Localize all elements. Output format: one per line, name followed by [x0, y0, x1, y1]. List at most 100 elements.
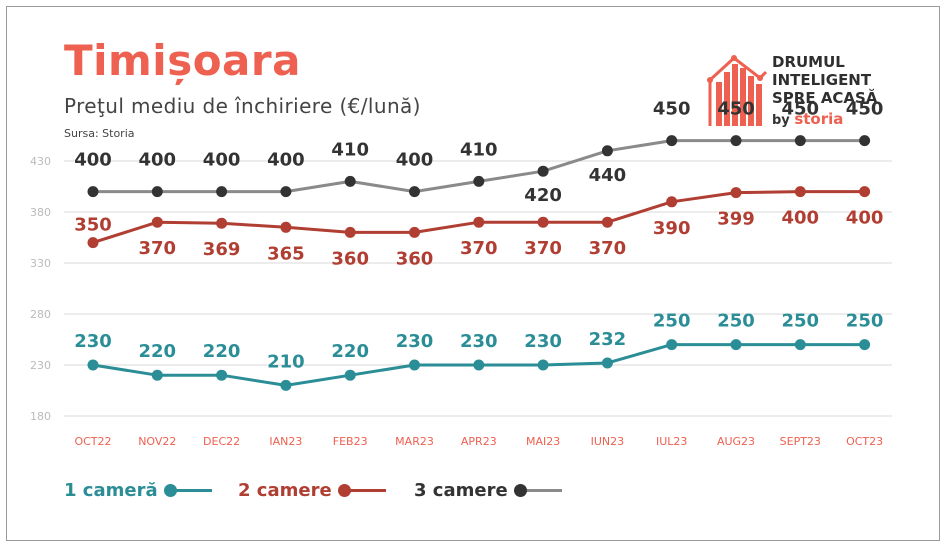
data-label: 230 [74, 331, 112, 352]
data-label: 250 [782, 311, 820, 332]
data-point [151, 216, 163, 228]
data-label: 230 [524, 331, 562, 352]
legend-line-1-camera [163, 483, 212, 497]
x-tick-label: APR23 [461, 435, 497, 448]
data-point [409, 186, 420, 198]
x-tick-label: OCT22 [74, 435, 111, 448]
data-label: 210 [267, 351, 305, 372]
data-label: 220 [203, 341, 241, 362]
data-point [730, 339, 742, 351]
data-label: 220 [139, 341, 177, 362]
data-label: 450 [653, 99, 691, 120]
data-point [473, 216, 485, 228]
data-point [344, 369, 356, 381]
data-label: 370 [524, 238, 562, 259]
x-tick-label: OCT23 [846, 435, 883, 448]
logo-line-1: DRUMUL [772, 53, 845, 71]
x-tick-label: MAI23 [526, 435, 560, 448]
data-point [794, 135, 806, 147]
x-tick-label: DEC22 [203, 435, 240, 448]
data-point [280, 221, 292, 233]
data-point [537, 216, 549, 228]
y-tick-label: 280 [30, 308, 51, 321]
data-point [537, 165, 549, 177]
data-point [473, 175, 485, 187]
x-tick-label: IUL23 [656, 435, 687, 448]
logo-byline: by storia [772, 110, 843, 128]
y-tick-label: 230 [30, 359, 51, 372]
data-point [216, 369, 228, 381]
x-tick-label: IAN23 [269, 435, 302, 448]
storia-logo-icon [707, 55, 768, 126]
data-label: 400 [74, 150, 112, 171]
data-label: 400 [267, 150, 305, 171]
chart-subtitle: Preţul mediu de închiriere (€/lună) [64, 94, 421, 118]
data-point [859, 186, 871, 198]
data-label: 360 [331, 248, 369, 269]
legend-label-1-camera: 1 cameră [64, 479, 158, 501]
data-point [666, 339, 678, 351]
data-point [216, 186, 228, 198]
page-title: Timișoara [64, 36, 301, 85]
data-label: 400 [846, 208, 884, 229]
legend-label-2-camere: 2 camere [238, 479, 332, 501]
data-label: 400 [782, 208, 820, 229]
data-label: 230 [396, 331, 434, 352]
data-point [344, 226, 356, 238]
y-tick-label: 430 [30, 155, 51, 168]
data-label: 250 [717, 311, 755, 332]
x-tick-label: FEB23 [333, 435, 368, 448]
data-point [344, 175, 356, 187]
data-label: 410 [331, 139, 369, 160]
data-point [87, 186, 99, 198]
data-label: 370 [139, 238, 177, 259]
data-label: 370 [589, 238, 627, 259]
data-point [601, 216, 613, 228]
legend-item-3-camere: 3 camere [414, 478, 562, 502]
data-label: 450 [846, 99, 884, 120]
data-point [730, 187, 742, 199]
data-point [280, 379, 292, 391]
data-label: 369 [203, 239, 241, 260]
legend-label-3-camere: 3 camere [414, 479, 508, 501]
y-tick-label: 380 [30, 206, 51, 219]
data-point [794, 186, 806, 198]
x-tick-label: MAR23 [395, 435, 434, 448]
data-label: 350 [74, 215, 112, 236]
x-tick-label: AUG23 [717, 435, 755, 448]
legend-item-1-camera: 1 cameră [64, 478, 212, 502]
data-label: 220 [331, 341, 369, 362]
y-tick-label: 180 [30, 410, 51, 423]
data-point [473, 359, 485, 371]
data-point [151, 186, 163, 198]
x-tick-label: IUN23 [591, 435, 625, 448]
logo-line-2: INTELIGENT [772, 71, 872, 89]
data-point [601, 145, 613, 157]
chart-frame [6, 6, 940, 541]
data-label: 360 [396, 248, 434, 269]
source-note: Sursa: Storia [64, 127, 135, 140]
data-point [730, 135, 742, 147]
data-point [280, 186, 292, 198]
data-point [87, 237, 99, 249]
data-label: 399 [717, 209, 755, 230]
logo-brand: storia [794, 110, 844, 128]
data-point [601, 357, 613, 369]
data-point [537, 359, 549, 371]
data-label: 365 [267, 243, 305, 264]
data-point [794, 339, 806, 351]
data-label: 370 [460, 238, 498, 259]
data-point [666, 135, 678, 147]
data-label: 232 [589, 329, 627, 350]
legend-line-3-camere [513, 483, 562, 497]
data-label: 390 [653, 218, 691, 239]
x-tick-label: SEPT23 [780, 435, 821, 448]
data-label: 250 [846, 311, 884, 332]
data-label: 400 [396, 150, 434, 171]
data-point [409, 359, 420, 371]
y-tick-label: 330 [30, 257, 51, 270]
x-tick-label: NOV22 [138, 435, 176, 448]
data-point [216, 217, 228, 229]
logo-line-3: SPRE ACASĂ [772, 89, 878, 107]
